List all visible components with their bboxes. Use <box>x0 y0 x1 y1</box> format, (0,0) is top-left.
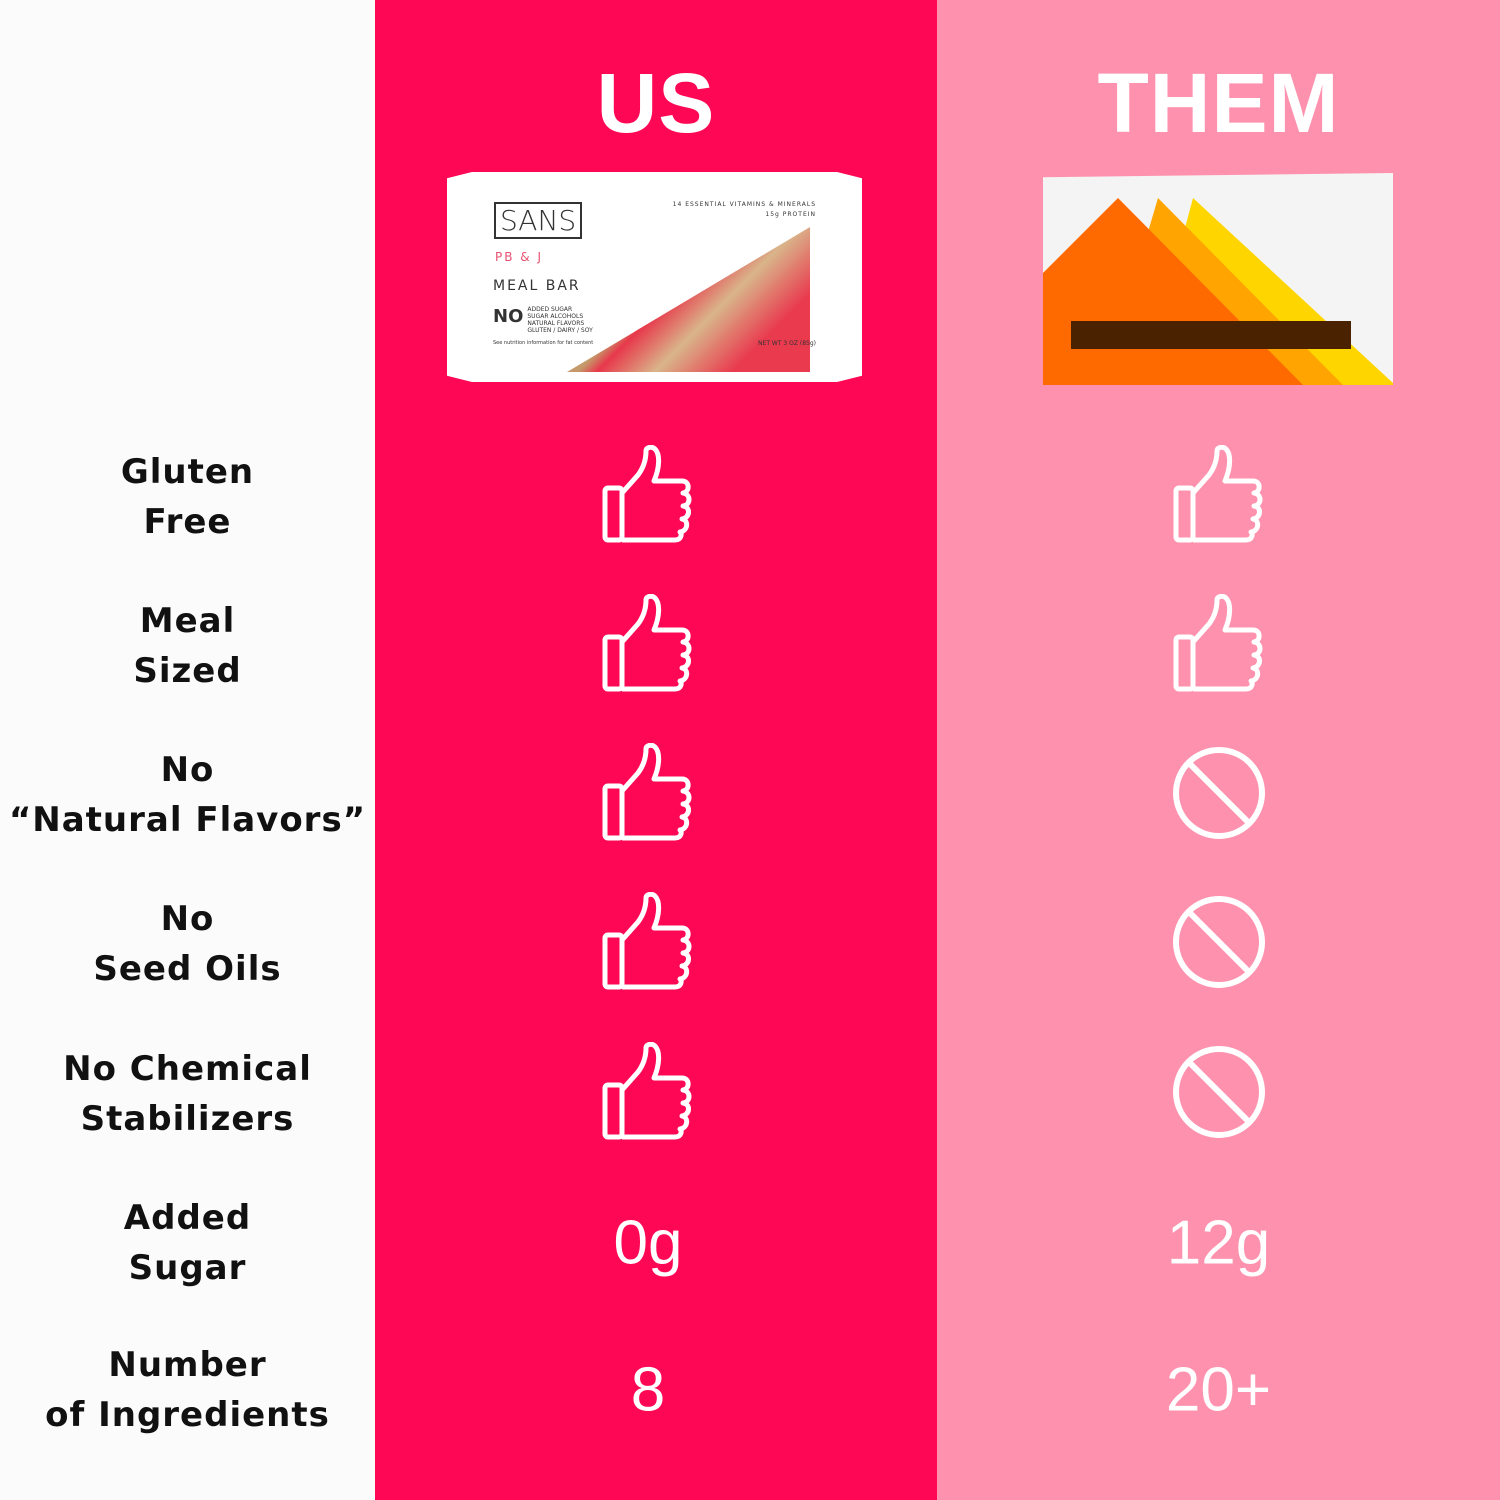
competitor-package <box>1043 173 1393 385</box>
row-label: Number of Ingredients <box>45 1345 330 1435</box>
no-items: ADDED SUGAR SUGAR ALCOHOLS NATURAL FLAVO… <box>527 306 593 334</box>
us-value: 8 <box>630 1355 666 1425</box>
us-cell <box>367 891 929 996</box>
no-list: NO ADDED SUGAR SUGAR ALCOHOLS NATURAL FLA… <box>493 306 593 334</box>
competitor-package-art <box>1043 198 1393 385</box>
ban-icon <box>1171 1044 1267 1144</box>
row-label: No Seed Oils <box>93 899 282 989</box>
us-cell: 8 <box>367 1355 929 1426</box>
them-cell: 12g <box>937 1208 1500 1279</box>
thumbs-up-icon <box>602 1041 694 1146</box>
thumbs-up-icon <box>1173 444 1265 549</box>
them-cell <box>937 444 1500 549</box>
thumbs-up-icon <box>1173 593 1265 698</box>
them-value: 20+ <box>1165 1355 1272 1425</box>
them-cell <box>937 894 1500 994</box>
product-type: MEAL BAR <box>493 278 581 294</box>
net-weight: NET WT 3 OZ (85g) <box>758 340 816 347</box>
sans-logo: SANS <box>494 202 583 239</box>
us-cell <box>367 444 929 549</box>
fine-print: See nutrition information for fat conten… <box>493 340 594 346</box>
row-label: No “Natural Flavors” <box>8 750 367 840</box>
us-value: 0g <box>613 1208 683 1278</box>
them-cell <box>937 745 1500 845</box>
us-header: US <box>596 56 716 150</box>
thumbs-up-icon <box>602 444 694 549</box>
no-label: NO <box>493 306 524 327</box>
them-cell: 20+ <box>937 1355 1500 1426</box>
claims: 14 ESSENTIAL VITAMINS & MINERALS 15g PRO… <box>672 201 816 218</box>
row-label: No Chemical Stabilizers <box>63 1049 312 1139</box>
row-label: Meal Sized <box>133 601 242 691</box>
us-cell <box>367 593 929 698</box>
thumbs-up-icon <box>602 891 694 996</box>
row-label: Added Sugar <box>123 1198 252 1288</box>
row-label: Gluten Free <box>120 452 255 542</box>
labels-column <box>0 0 375 1500</box>
them-cell <box>937 1044 1500 1144</box>
pbj-image-window <box>567 227 810 372</box>
flavor: PB & J <box>495 250 543 264</box>
us-cell <box>367 1041 929 1146</box>
thumbs-up-icon <box>602 742 694 847</box>
thumbs-up-icon <box>602 593 694 698</box>
us-cell: 0g <box>367 1208 929 1279</box>
ban-icon <box>1171 894 1267 994</box>
ban-icon <box>1171 745 1267 845</box>
sans-bar-package: SANS PB & J MEAL BAR NO ADDED SUGAR SUGAR… <box>447 172 862 382</box>
us-cell <box>367 742 929 847</box>
them-cell <box>937 593 1500 698</box>
them-value: 12g <box>1166 1208 1271 1278</box>
them-header: THEM <box>1097 56 1340 150</box>
